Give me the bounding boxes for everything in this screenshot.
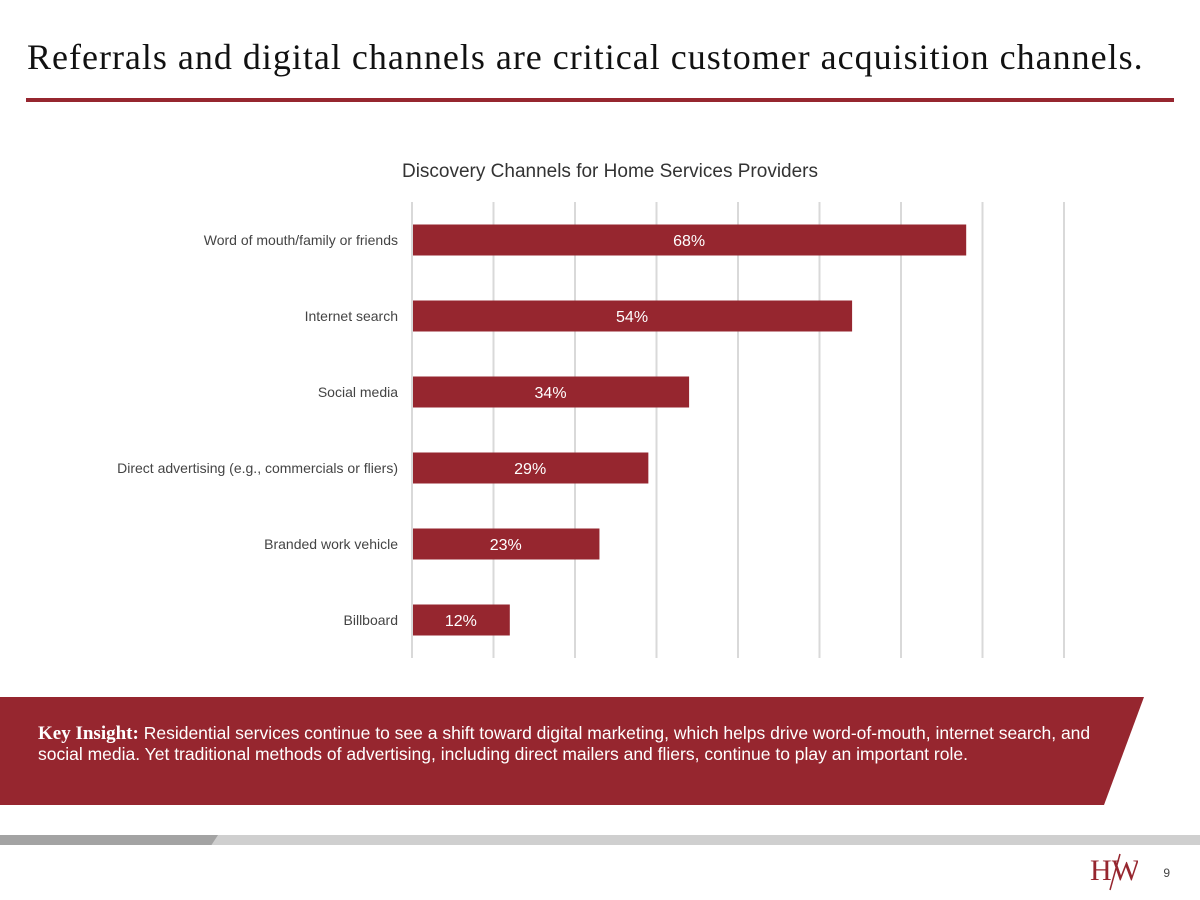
chart-category-label: Billboard: [344, 612, 398, 628]
chart-data-label: 54%: [616, 309, 648, 326]
footer-bar-accent: [0, 835, 218, 845]
title-underline: [26, 98, 1174, 102]
chart-bar: [413, 528, 600, 560]
chart-gridlines: [411, 202, 1065, 658]
chart-data-label: 68%: [673, 233, 705, 250]
company-logo-text: HW: [1090, 854, 1138, 887]
chart-data-label: 12%: [445, 613, 477, 630]
bar-chart: Discovery Channels for Home Services Pro…: [117, 161, 1065, 658]
footer-bar: [0, 835, 1200, 845]
company-logo: HW: [1090, 853, 1138, 891]
chart-category-label: Internet search: [305, 308, 398, 324]
chart-bar: [413, 452, 649, 484]
chart-category-label: Word of mouth/family or friends: [204, 232, 398, 248]
chart-bars: 68% 54% 34% 29% 23% 12%: [413, 224, 967, 636]
page-number: 9: [1163, 866, 1170, 880]
chart-title: Discovery Channels for Home Services Pro…: [402, 161, 818, 182]
key-insight-body: Residential services continue to see a s…: [38, 723, 1091, 764]
key-insight-text: Key Insight: Residential services contin…: [38, 723, 1098, 765]
chart-data-label: 34%: [535, 385, 567, 402]
chart-data-label: 23%: [490, 537, 522, 554]
chart-category-label: Branded work vehicle: [264, 536, 398, 552]
chart-bar: [413, 300, 853, 332]
chart-bar: [413, 224, 967, 256]
chart-category-label: Social media: [318, 384, 398, 400]
key-insight-banner: [0, 697, 1144, 805]
chart-data-label: 29%: [514, 461, 546, 478]
chart-bar: [413, 604, 510, 636]
chart-bar: [413, 376, 690, 408]
chart-category-labels: Word of mouth/family or friends Internet …: [117, 232, 398, 628]
slide-title: Referrals and digital channels are criti…: [27, 37, 1144, 77]
key-insight-label: Key Insight:: [38, 723, 139, 744]
chart-category-label: Direct advertising (e.g., commercials or…: [117, 460, 398, 476]
